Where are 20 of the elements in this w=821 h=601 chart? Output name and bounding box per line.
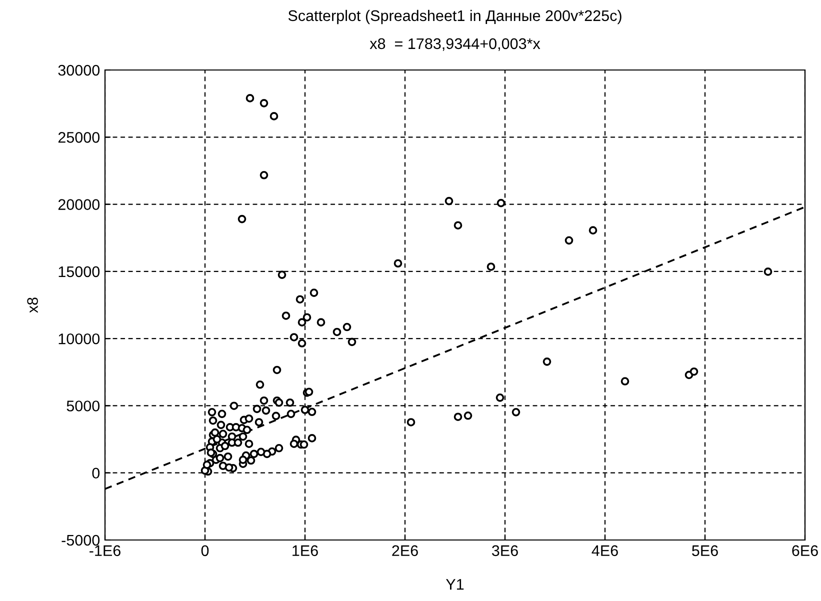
- x-tick-label: 4E6: [592, 545, 618, 556]
- y-tick-label: 15000: [58, 266, 100, 278]
- x-tick-label: 1E6: [292, 545, 318, 556]
- x-tick-label: -1E6: [90, 545, 120, 556]
- y-tick-label: 20000: [58, 199, 100, 210]
- chart-subtitle: x8 = 1783,9344+0,003*x: [370, 38, 540, 51]
- x-axis-title: Y1: [446, 579, 464, 590]
- x-tick-label: 0: [201, 545, 209, 556]
- y-tick-label: 10000: [58, 333, 100, 344]
- y-tick-label: -5000: [62, 534, 100, 546]
- y-tick-label: 0: [92, 468, 100, 479]
- x-tick-label: 2E6: [392, 545, 418, 556]
- y-tick-label: 25000: [58, 132, 100, 143]
- y-tick-label: 30000: [58, 64, 100, 76]
- chart-title: Scatterplot (Spreadsheet1 in Данные 200v*225c): [288, 10, 622, 24]
- x-tick-label: 5E6: [692, 545, 718, 556]
- x-tick-label: 3E6: [492, 545, 518, 556]
- y-tick-label: 5000: [66, 400, 100, 412]
- y-axis-title: x8: [27, 298, 38, 313]
- x-tick-label: 6E6: [792, 545, 818, 556]
